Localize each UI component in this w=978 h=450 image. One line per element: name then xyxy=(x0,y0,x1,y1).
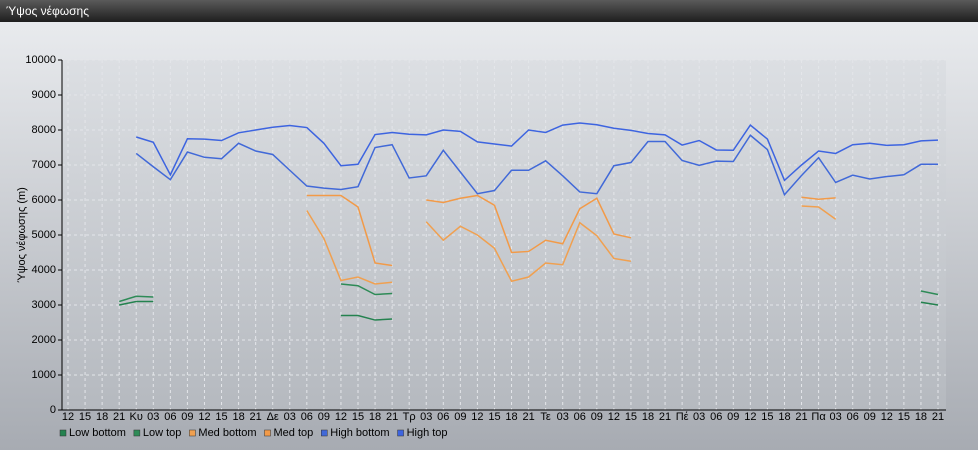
x-tick-label: 12 xyxy=(881,411,893,423)
x-tick-label: 12 xyxy=(608,411,620,423)
x-tick-label: 15 xyxy=(352,411,364,423)
y-tick-label: 0 xyxy=(50,404,56,416)
x-tick-label: 09 xyxy=(181,411,193,423)
x-tick-label: 06 xyxy=(301,411,313,423)
x-tick-label: 06 xyxy=(437,411,449,423)
x-tick-label: Δε xyxy=(267,411,279,423)
x-tick-label: 15 xyxy=(761,411,773,423)
x-tick-label: 12 xyxy=(62,411,74,423)
x-tick-label: 15 xyxy=(488,411,500,423)
window-title: Ύψος νέφωσης xyxy=(6,4,89,18)
legend-label: Low bottom xyxy=(69,427,126,439)
y-tick-label: 4000 xyxy=(32,264,56,276)
x-tick-label: 06 xyxy=(710,411,722,423)
y-tick-label: 6000 xyxy=(32,194,56,206)
x-tick-label: 03 xyxy=(557,411,569,423)
legend-label: Med top xyxy=(274,427,314,439)
y-tick-label: 8000 xyxy=(32,124,56,136)
x-tick-label: Τρ xyxy=(403,411,416,423)
x-tick-label: 12 xyxy=(198,411,210,423)
x-tick-label: 09 xyxy=(454,411,466,423)
x-tick-label: 18 xyxy=(915,411,927,423)
x-tick-label: 18 xyxy=(369,411,381,423)
x-tick-label: Πέ xyxy=(676,411,689,423)
y-tick-label: 7000 xyxy=(32,159,56,171)
y-axis-label: Ύψος νέφωσης (m) xyxy=(16,187,28,283)
x-tick-label: 09 xyxy=(318,411,330,423)
x-tick-label: 18 xyxy=(778,411,790,423)
x-tick-label: 21 xyxy=(113,411,125,423)
legend-swatch xyxy=(189,429,196,437)
y-tick-label: 10000 xyxy=(25,54,56,66)
legend-swatch xyxy=(133,429,141,437)
x-tick-label: 21 xyxy=(386,411,398,423)
x-tick-label: 15 xyxy=(215,411,227,423)
legend-swatch xyxy=(59,429,67,437)
x-tick-label: 03 xyxy=(830,411,842,423)
x-tick-label: 09 xyxy=(591,411,603,423)
y-tick-label: 3000 xyxy=(32,299,56,311)
x-tick-label: 21 xyxy=(250,411,262,423)
x-tick-label: 06 xyxy=(164,411,176,423)
y-tick-label: 2000 xyxy=(32,334,56,346)
x-tick-label: 03 xyxy=(284,411,296,423)
x-tick-label: 12 xyxy=(335,411,347,423)
legend-label: High top xyxy=(407,427,448,439)
series-line xyxy=(306,205,837,285)
plot-area xyxy=(62,60,946,410)
series-line xyxy=(118,283,939,303)
x-tick-label: 18 xyxy=(96,411,108,423)
series-line xyxy=(306,194,836,267)
x-tick-label: 12 xyxy=(471,411,483,423)
x-tick-label: Τε xyxy=(540,411,551,423)
x-tick-label: 03 xyxy=(147,411,159,423)
x-tick-label: 15 xyxy=(898,411,910,423)
x-tick-label: 03 xyxy=(420,411,432,423)
x-tick-label: Κυ xyxy=(130,411,143,423)
title-bar xyxy=(0,0,978,22)
x-tick-label: Πα xyxy=(811,411,826,423)
x-tick-label: 18 xyxy=(642,411,654,423)
x-tick-label: 18 xyxy=(232,411,244,423)
legend-swatch xyxy=(321,429,328,437)
x-tick-label: 21 xyxy=(659,411,671,423)
legend-swatch xyxy=(264,429,271,437)
y-tick-label: 1000 xyxy=(32,369,56,381)
legend-label: Med bottom xyxy=(198,427,256,439)
x-tick-label: 06 xyxy=(574,411,586,423)
x-tick-label: 09 xyxy=(864,411,876,423)
legend-label: High bottom xyxy=(330,427,389,439)
y-tick-label: 5000 xyxy=(32,229,56,241)
x-tick-label: 03 xyxy=(693,411,705,423)
x-tick-label: 21 xyxy=(522,411,534,423)
series-line xyxy=(136,122,939,182)
series-line xyxy=(135,134,938,197)
x-tick-label: 09 xyxy=(727,411,739,423)
x-tick-label: 06 xyxy=(847,411,859,423)
x-tick-label: 21 xyxy=(795,411,807,423)
x-tick-label: 18 xyxy=(505,411,517,423)
x-tick-label: 15 xyxy=(625,411,637,423)
series-line xyxy=(119,300,939,321)
legend-label: Low top xyxy=(143,427,182,439)
y-tick-label: 9000 xyxy=(32,89,56,101)
x-tick-label: 12 xyxy=(744,411,756,423)
x-tick-label: 21 xyxy=(932,411,944,423)
legend-swatch xyxy=(397,429,404,437)
x-tick-label: 15 xyxy=(79,411,91,423)
